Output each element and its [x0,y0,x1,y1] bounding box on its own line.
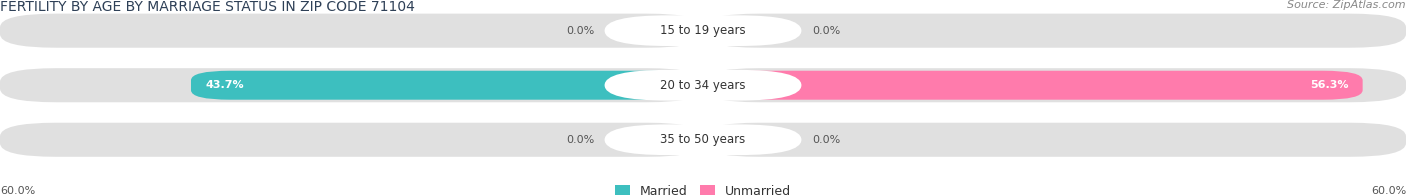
Text: 56.3%: 56.3% [1310,80,1348,90]
FancyBboxPatch shape [703,123,1406,157]
Text: 0.0%: 0.0% [813,135,841,145]
FancyBboxPatch shape [191,71,703,100]
FancyBboxPatch shape [0,68,703,102]
Text: 0.0%: 0.0% [565,26,593,36]
FancyBboxPatch shape [0,123,703,157]
Text: 60.0%: 60.0% [0,186,35,196]
Legend: Married, Unmarried: Married, Unmarried [614,185,792,196]
Text: 20 to 34 years: 20 to 34 years [661,79,745,92]
FancyBboxPatch shape [703,125,745,154]
Text: 0.0%: 0.0% [565,135,593,145]
FancyBboxPatch shape [661,16,703,45]
Text: 15 to 19 years: 15 to 19 years [661,24,745,37]
Text: 35 to 50 years: 35 to 50 years [661,133,745,146]
FancyBboxPatch shape [703,16,745,45]
Text: FERTILITY BY AGE BY MARRIAGE STATUS IN ZIP CODE 71104: FERTILITY BY AGE BY MARRIAGE STATUS IN Z… [0,0,415,14]
FancyBboxPatch shape [703,68,1406,102]
FancyBboxPatch shape [0,14,703,48]
Text: 0.0%: 0.0% [813,26,841,36]
Text: 60.0%: 60.0% [1371,186,1406,196]
FancyBboxPatch shape [605,124,801,155]
FancyBboxPatch shape [661,125,703,154]
FancyBboxPatch shape [703,71,1362,100]
FancyBboxPatch shape [605,15,801,46]
Text: 43.7%: 43.7% [205,80,243,90]
FancyBboxPatch shape [703,14,1406,48]
FancyBboxPatch shape [605,70,801,101]
Text: Source: ZipAtlas.com: Source: ZipAtlas.com [1288,0,1406,10]
